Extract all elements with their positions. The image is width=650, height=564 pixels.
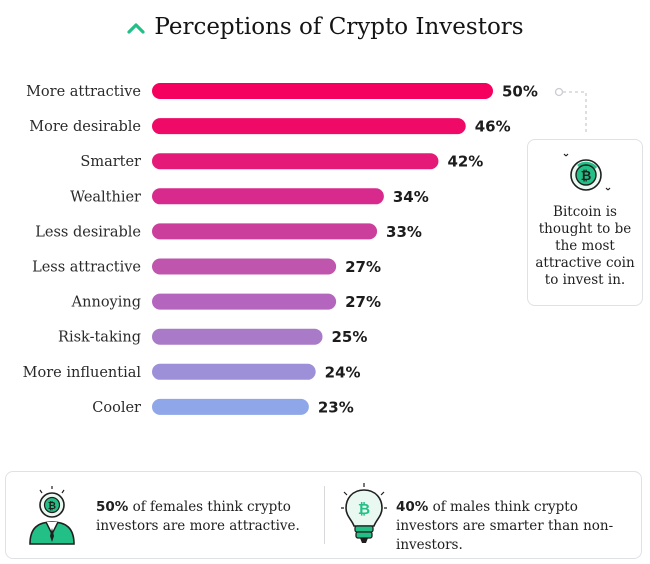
bitcoin-coin-icon: ₿ <box>563 153 611 191</box>
value-label: 34% <box>393 188 429 206</box>
callout-connector <box>554 87 587 134</box>
chevron-up-icon <box>127 23 145 34</box>
bar <box>152 188 384 205</box>
svg-text:₿: ₿ <box>581 169 592 184</box>
bar <box>152 83 493 99</box>
value-label: 25% <box>332 328 368 346</box>
fact-female-text: of females think crypto investors are mo… <box>96 499 300 534</box>
facts-divider <box>324 486 325 544</box>
category-label: Annoying <box>71 295 141 311</box>
svg-text:₿: ₿ <box>358 500 370 518</box>
fact-female-percent: 50% <box>96 499 129 515</box>
category-label: Cooler <box>92 400 141 416</box>
category-label: Less attractive <box>32 260 141 276</box>
fact-male-text: of males think crypto investors are smar… <box>396 499 614 553</box>
chart-title-row: Perceptions of Crypto Investors <box>0 14 650 40</box>
value-label: 27% <box>345 258 381 276</box>
value-label: 46% <box>475 118 511 136</box>
fact-male-percent: 40% <box>396 499 429 515</box>
bar <box>152 328 323 345</box>
category-label: Risk-taking <box>58 330 141 346</box>
bitcoin-callout-card: ₿ Bitcoin is thought to be the most attr… <box>527 139 643 306</box>
bar-chart: More attractive 50% More desirable 46% Smart… <box>23 83 538 417</box>
lightbulb-bitcoin-icon: ₿ <box>341 483 387 543</box>
fact-female: 50% of females think crypto investors ar… <box>96 498 311 536</box>
category-label: Less desirable <box>35 224 141 240</box>
category-label: Smarter <box>80 154 141 170</box>
facts-panel: ₿ 50% of females think crypto investors … <box>5 471 642 559</box>
value-label: 23% <box>318 398 354 416</box>
value-label: 33% <box>386 223 422 241</box>
category-label: Wealthier <box>70 189 141 205</box>
bar <box>152 258 337 275</box>
bitcoin-callout-text: Bitcoin is thought to be the most attrac… <box>535 204 635 288</box>
bar <box>152 223 378 240</box>
bar <box>152 293 337 310</box>
value-label: 27% <box>345 293 381 311</box>
fact-male: 40% of males think crypto investors are … <box>396 498 636 555</box>
bar <box>152 153 439 170</box>
bar <box>152 398 309 415</box>
category-label: More desirable <box>29 119 141 135</box>
category-label: More attractive <box>26 84 141 100</box>
value-label: 50% <box>502 83 538 101</box>
bar <box>152 363 316 380</box>
bar <box>152 118 466 135</box>
chart-title: Perceptions of Crypto Investors <box>154 14 524 40</box>
category-label: More influential <box>23 365 142 381</box>
svg-text:₿: ₿ <box>48 500 56 512</box>
value-label: 24% <box>325 363 361 381</box>
investor-person-icon: ₿ <box>29 486 75 545</box>
value-label: 42% <box>447 153 483 171</box>
